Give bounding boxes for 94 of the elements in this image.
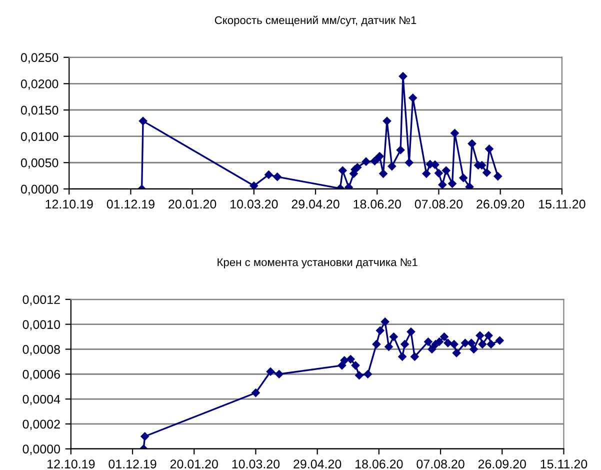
point (379, 170, 388, 178)
chart-title: Скорость смещений мм/сут, датчик №1 (214, 16, 416, 26)
point (266, 367, 275, 376)
x-tick-label: 20.01.20 (170, 460, 218, 468)
point (376, 326, 384, 335)
point (482, 168, 491, 177)
point (364, 370, 372, 378)
x-tick-label: 15.11.20 (539, 200, 586, 209)
point (485, 144, 494, 154)
point (434, 169, 443, 178)
point (396, 146, 405, 154)
chart-title: Крен с момента установки датчика №1 (218, 258, 418, 268)
y-tick-label: 0,0150 (20, 106, 58, 116)
point (384, 342, 393, 351)
x-tick-label: 10.03.20 (230, 200, 278, 209)
y-tick-label: 0,0200 (20, 79, 58, 90)
x-tick-label: 12.10.19 (48, 460, 95, 468)
x-tick-label: 29.04.20 (294, 460, 342, 468)
x-tick-label: 26.09.20 (478, 460, 526, 468)
x-tick-label: 18.06.20 (356, 460, 403, 468)
point (372, 340, 381, 348)
y-tick-label: 0,0100 (20, 132, 58, 142)
x-tick-label: 12.10.19 (46, 200, 93, 209)
x-tick-label: 10.03.20 (232, 460, 280, 468)
point (468, 140, 476, 148)
x-tick-label: 07.08.20 (414, 200, 463, 209)
y-tick-label: 0,0010 (22, 320, 60, 330)
y-tick-label: 0,0250 (20, 53, 58, 64)
point (406, 328, 416, 336)
point (398, 72, 408, 80)
point (355, 371, 364, 380)
point (338, 361, 346, 370)
point (351, 361, 360, 370)
point (465, 182, 474, 189)
point (338, 166, 347, 175)
point (444, 338, 452, 348)
x-tick-label: 01.12.19 (106, 200, 154, 209)
point (346, 355, 355, 364)
point (375, 152, 384, 160)
point (459, 174, 468, 182)
point (486, 340, 496, 348)
point (408, 94, 417, 102)
point (388, 162, 396, 170)
x-tick-label: 07.08.20 (416, 460, 464, 468)
point (252, 388, 260, 397)
point (494, 172, 502, 180)
point (340, 356, 349, 365)
x-tick-label: 29.04.20 (292, 200, 340, 209)
y-tick-label: 0,0012 (22, 295, 60, 306)
point (450, 340, 458, 348)
point (138, 116, 148, 126)
point (264, 170, 273, 179)
point (461, 338, 470, 348)
point (448, 180, 456, 188)
x-tick-label: 18.06.20 (354, 200, 401, 209)
point (362, 157, 370, 166)
y-tick-label: 0,0050 (20, 158, 58, 169)
point (440, 332, 448, 341)
point (410, 352, 419, 361)
x-tick-label: 20.01.20 (168, 200, 216, 209)
point (470, 345, 478, 354)
y-tick-label: 0,0002 (22, 420, 60, 430)
point (476, 331, 484, 340)
point (442, 166, 450, 175)
point (275, 370, 284, 378)
point (484, 331, 493, 340)
x-tick-label: 26.09.20 (476, 200, 524, 209)
point (478, 340, 487, 348)
point (250, 182, 258, 189)
y-tick-label: 0,0006 (22, 370, 60, 380)
point (405, 158, 414, 167)
point (450, 129, 459, 138)
point (424, 338, 432, 346)
point (140, 432, 149, 441)
x-tick-label: 01.12.19 (108, 460, 156, 468)
point (467, 338, 476, 348)
point (380, 318, 390, 326)
point (382, 116, 392, 126)
y-tick-label: 0,0000 (20, 184, 58, 196)
point (452, 348, 461, 358)
y-tick-label: 0,0004 (22, 394, 60, 406)
point (390, 332, 398, 341)
y-tick-label: 0,0000 (22, 444, 60, 455)
point (400, 340, 409, 348)
point (422, 170, 431, 178)
y-tick-label: 0,0008 (22, 345, 60, 356)
point (344, 183, 353, 189)
point (435, 338, 444, 346)
point (398, 352, 406, 361)
point (438, 180, 447, 189)
x-tick-label: 15.11.20 (540, 460, 588, 468)
point (273, 172, 282, 181)
point (428, 345, 436, 354)
point (496, 336, 504, 345)
